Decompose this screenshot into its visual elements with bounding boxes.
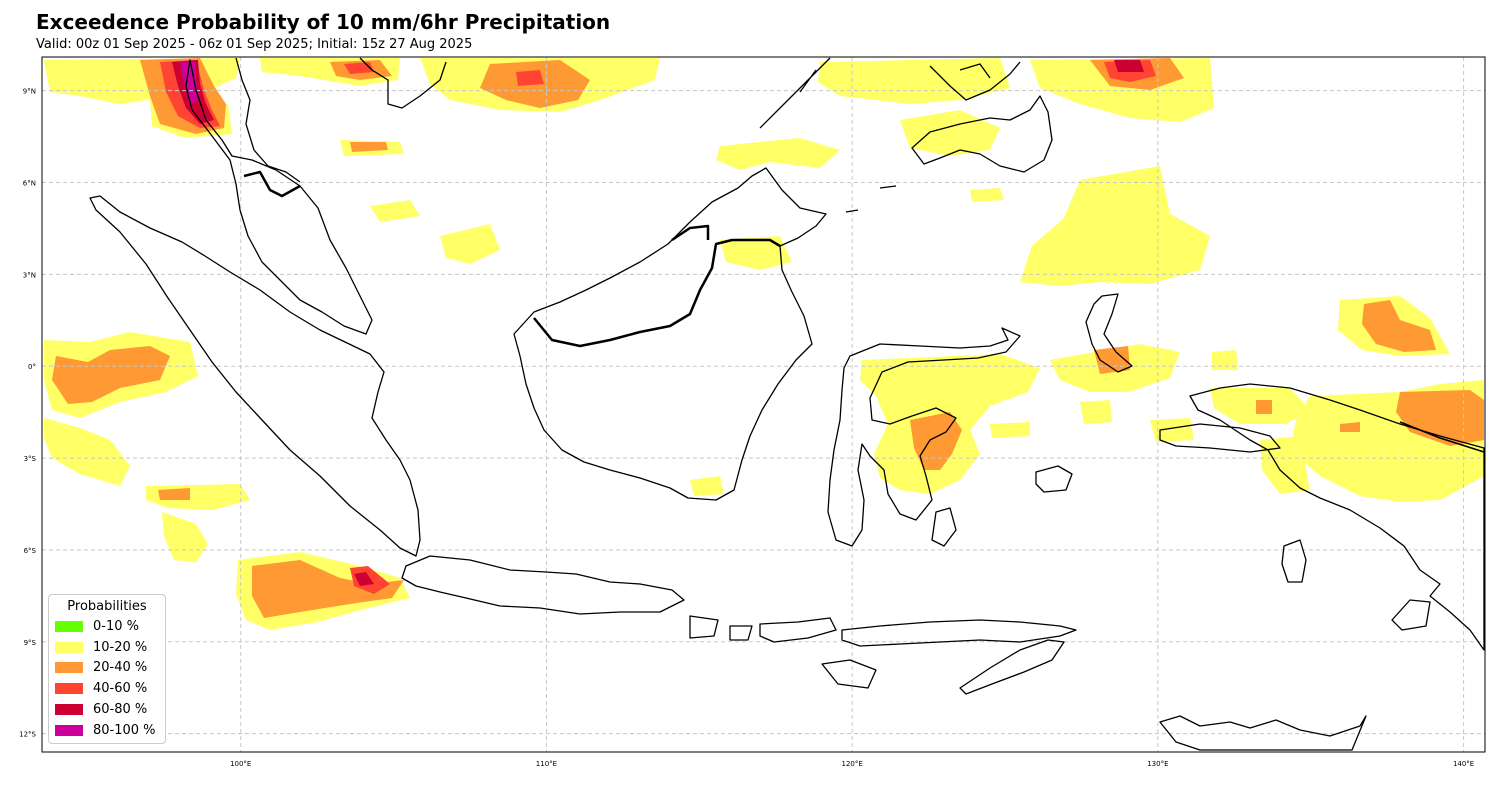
lat-tick-label: 3°N	[23, 271, 36, 279]
legend-item: 20-40 %	[49, 658, 165, 679]
legend-label: 10-20 %	[93, 639, 148, 655]
lon-tick-label: 100°E	[230, 760, 251, 768]
legend-item: 40-60 %	[49, 678, 165, 699]
map-frame	[41, 56, 1486, 753]
legend-label: 0-10 %	[93, 618, 139, 634]
borneo-border	[533, 238, 781, 348]
sulawesi-coast	[827, 327, 1021, 547]
legend-swatch	[55, 641, 83, 653]
legend-item: 60-80 %	[49, 699, 165, 720]
indochina-coast	[235, 57, 447, 183]
sulu-coast	[845, 185, 897, 213]
australia-coast	[1159, 715, 1367, 751]
legend-item: 0-10 %	[49, 616, 165, 637]
legend-swatch	[55, 620, 83, 632]
legend-label: 40-60 %	[93, 681, 148, 697]
lesser-sunda-coast	[689, 615, 1077, 647]
sumba-coast	[821, 659, 877, 689]
lat-tick-label: 12°S	[19, 731, 36, 739]
lat-tick-label: 6°S	[24, 547, 37, 555]
map-title: Exceedence Probability of 10 mm/6hr Prec…	[36, 10, 611, 34]
java-coast	[401, 555, 685, 615]
sabah-border	[671, 224, 710, 242]
legend-swatch	[55, 724, 83, 736]
visayas-coast	[929, 61, 1021, 101]
graticule	[42, 57, 1485, 752]
lon-tick-label: 110°E	[536, 760, 557, 768]
precipitation-probability-layer	[44, 58, 1484, 630]
aru-coast	[1281, 539, 1307, 583]
timor-coast	[959, 639, 1065, 695]
halmahera-coast	[1085, 293, 1133, 373]
borneo-coast	[513, 167, 827, 501]
lat-tick-label: 9°N	[23, 88, 36, 96]
buton-coast	[931, 507, 957, 547]
buru-coast	[1035, 465, 1073, 493]
map-subtitle: Valid: 00z 01 Sep 2025 - 06z 01 Sep 2025…	[36, 37, 473, 52]
lon-tick-label: 140°E	[1453, 760, 1474, 768]
palawan-coast	[759, 57, 831, 129]
legend-label: 60-80 %	[93, 702, 148, 718]
mindanao-coast	[911, 95, 1053, 173]
new-guinea-coast	[1189, 383, 1485, 651]
coastlines	[89, 57, 1485, 751]
lat-tick-label: 9°S	[24, 639, 37, 647]
probability-legend: Probabilities 0-10 % 10-20 % 20-40 % 40-60 …	[48, 594, 166, 744]
papua-border	[1399, 421, 1485, 453]
legend-swatch	[55, 662, 83, 674]
lat-tick-label: 0°	[28, 363, 36, 371]
sumatra-coast	[89, 195, 421, 557]
yos-sudarso-coast	[1391, 599, 1431, 631]
lon-tick-label: 130°E	[1147, 760, 1168, 768]
axis-tick-labels: 100°E 110°E 120°E 130°E 140°E 9°N 6°N 3°N 0° 3°S 6…	[19, 88, 1474, 768]
legend-swatch	[55, 704, 83, 716]
seram-coast	[1159, 423, 1281, 453]
malaysia-thai-border	[243, 170, 301, 198]
malay-peninsula-coast	[185, 59, 373, 335]
legend-label: 80-100 %	[93, 722, 156, 738]
lat-tick-label: 6°N	[23, 180, 36, 188]
legend-title: Probabilities	[67, 599, 147, 614]
legend-label: 20-40 %	[93, 660, 148, 676]
legend-item: 80-100 %	[49, 720, 165, 741]
lon-tick-label: 120°E	[842, 760, 863, 768]
lat-tick-label: 3°S	[24, 455, 37, 463]
legend-swatch	[55, 683, 83, 695]
legend-item: 10-20 %	[49, 637, 165, 658]
